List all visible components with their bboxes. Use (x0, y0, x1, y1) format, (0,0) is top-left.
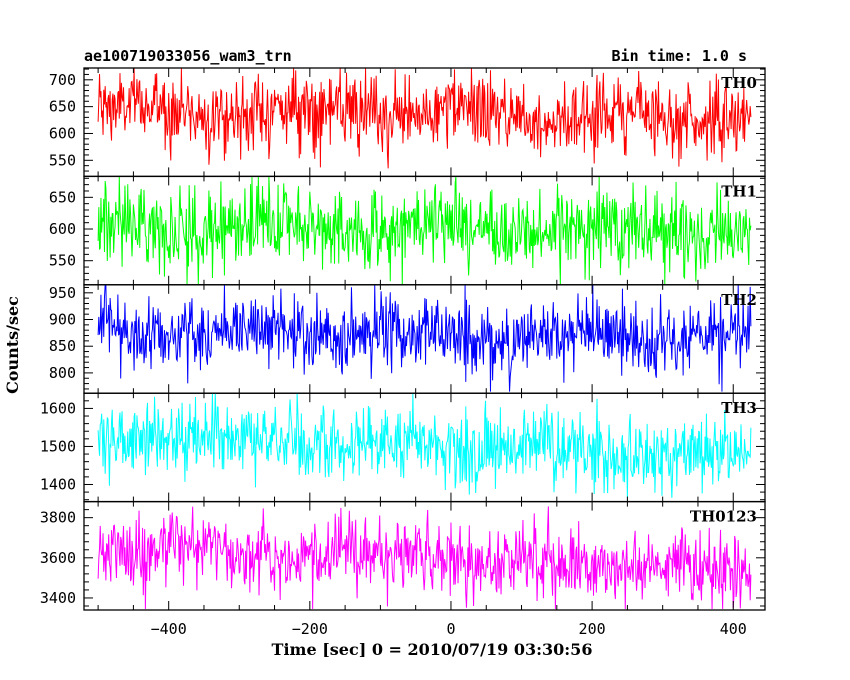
series-line-th0123 (97, 506, 752, 610)
y-tick-label: 700 (49, 71, 76, 89)
series-line-th3 (97, 393, 752, 498)
x-tick-label: 0 (446, 620, 455, 638)
series-line-th0 (97, 68, 752, 169)
panel-label-th0: TH0 (721, 74, 757, 92)
x-tick-label: −400 (151, 620, 187, 638)
y-tick-label: 1600 (40, 399, 76, 417)
panels-group: 550 600 650 700 TH0 550 600 650 TH1 800 850 900 950 T… (40, 67, 766, 638)
series-line-th1 (97, 176, 752, 285)
y-tick-label: 600 (49, 124, 76, 142)
y-tick-label: 600 (49, 220, 76, 238)
panel-label-th2: TH2 (721, 291, 757, 309)
y-tick-label: 850 (49, 337, 76, 355)
panel-label-th3: TH3 (721, 399, 757, 417)
x-tick-label: 400 (720, 620, 747, 638)
y-tick-label: 550 (49, 252, 76, 270)
y-axis-title: Counts/sec (3, 296, 22, 394)
y-tick-label: 650 (49, 98, 76, 116)
x-axis-title: Time [sec] 0 = 2010/07/19 03:30:56 (272, 640, 593, 659)
y-tick-label: 950 (49, 284, 76, 302)
y-tick-label: 550 (49, 151, 76, 169)
panel-label-th0123: TH0123 (690, 508, 757, 526)
y-tick-label: 650 (49, 188, 76, 206)
y-tick-label: 1400 (40, 475, 76, 493)
panel-label-th1: TH1 (721, 182, 757, 200)
y-tick-label: 3800 (40, 509, 76, 527)
y-tick-label: 3400 (40, 589, 76, 607)
y-tick-label: 900 (49, 311, 76, 329)
y-tick-label: 1500 (40, 437, 76, 455)
x-tick-label: −200 (292, 620, 328, 638)
x-tick-label: 200 (579, 620, 606, 638)
chart-title: ae100719033056_wam3_trn (84, 47, 292, 65)
panel-frame-th0123 (83, 500, 766, 611)
bin-time-label: Bin time: 1.0 s (612, 47, 747, 65)
y-tick-label: 800 (49, 364, 76, 382)
series-line-th2 (97, 284, 752, 392)
y-tick-label: 3600 (40, 549, 76, 567)
